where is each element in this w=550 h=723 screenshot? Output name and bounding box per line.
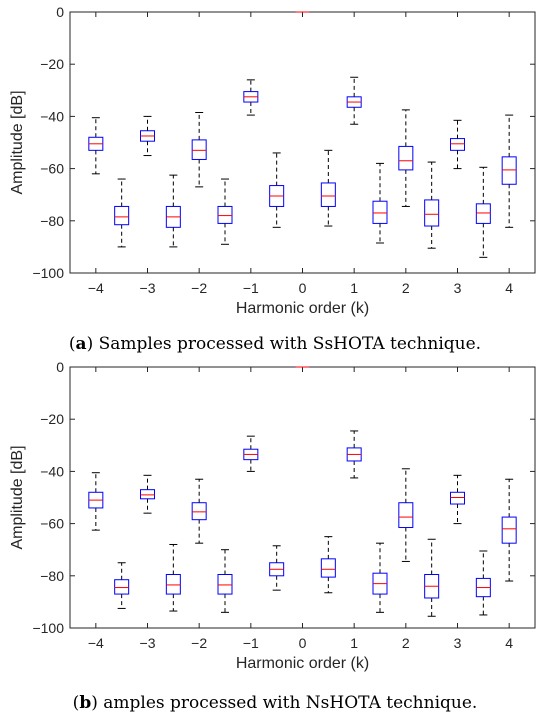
x-tick-label: 3 (454, 280, 462, 296)
box-body (372, 200, 388, 224)
box-k-neg1p5 (217, 549, 233, 613)
box-body (320, 558, 336, 578)
box-body (191, 502, 207, 521)
x-tick-label: −2 (191, 280, 207, 296)
box-k-neg1 (243, 79, 259, 116)
box-k-neg3 (140, 474, 155, 514)
box-k-neg3p5 (114, 562, 130, 609)
box-k-3 (450, 474, 465, 525)
plot-frame (69, 11, 536, 274)
box-k-neg2p5 (165, 543, 181, 612)
caption-a-letter: a (75, 334, 87, 354)
box-k-neg2 (191, 111, 207, 188)
x-tick-label: 2 (402, 635, 410, 651)
box-k-4 (501, 114, 517, 228)
caption-a: (a) Samples processed with SsHOTA techni… (68, 334, 482, 354)
box-body (217, 573, 233, 595)
y-axis-title: Amplitude [dB] (9, 90, 26, 194)
y-tick-label: 0 (56, 4, 64, 20)
box-k-neg1p5 (217, 178, 233, 245)
x-tick-label: 0 (299, 280, 307, 296)
boxplot-chart-a: 0 −20 −40 −60 −80 −100 −4 −3 −2 −1 0 1 2 3 4 Harmonic o… (9, 4, 536, 317)
x-tick-label: 2 (402, 280, 410, 296)
box-body (217, 205, 233, 224)
x-tick-label: −3 (140, 635, 156, 651)
x-tick-label: 3 (454, 635, 462, 651)
plot-frame (69, 366, 536, 629)
box-body (398, 502, 414, 529)
box-body (114, 205, 130, 226)
box-body (114, 579, 130, 595)
box-k-neg2p5 (165, 174, 181, 248)
x-axis-title: Harmonic order (k) (236, 655, 369, 672)
x-tick-label: −3 (140, 280, 156, 296)
caption-b: (b) amples processed with NsHOTA techniq… (72, 693, 478, 713)
y-tick-label: −60 (40, 516, 64, 532)
y-tick-label: −60 (40, 161, 64, 177)
box-k-3 (450, 119, 465, 170)
y-tick-label: 0 (56, 359, 64, 375)
box-k-neg2 (191, 478, 207, 544)
x-tick-label: 4 (505, 635, 513, 651)
box-body (398, 145, 414, 171)
box-body (475, 203, 491, 224)
y-tick-label: −40 (40, 108, 64, 124)
box-k-1p5 (372, 162, 388, 244)
box-body (320, 182, 336, 207)
box-body (191, 139, 207, 160)
box-body (140, 489, 155, 500)
x-tick-label: −1 (243, 635, 259, 651)
x-axis-title: Harmonic order (k) (236, 300, 369, 317)
box-k-0p5 (320, 149, 336, 227)
box-body (450, 491, 465, 505)
box-k-4 (501, 478, 517, 582)
y-tick-label: −80 (40, 213, 64, 229)
y-tick-label: −20 (40, 411, 64, 427)
box-k-2p5 (424, 538, 440, 617)
x-tick-label: −4 (88, 280, 104, 296)
y-tick-label: −40 (40, 463, 64, 479)
box-body (501, 516, 517, 544)
caption-a-text: Samples processed with SsHOTA technique. (93, 334, 482, 354)
box-k-3p5 (475, 550, 491, 616)
box-k-1p5 (372, 542, 388, 613)
box-k-neg4 (88, 117, 104, 175)
box-k-neg0p5 (269, 152, 285, 228)
boxplot-chart-b: 0 −20 −40 −60 −80 −100 −4 −3 −2 −1 0 1 2 3 4 Harmonic o… (9, 359, 536, 672)
x-tick-label: −2 (191, 635, 207, 651)
box-k-2p5 (424, 161, 440, 249)
box-body (450, 138, 465, 151)
box-k-neg0p5 (269, 545, 285, 591)
y-axis-title: Amplitude [dB] (9, 445, 26, 549)
box-body (165, 573, 181, 595)
box-k-3p5 (475, 166, 491, 258)
x-tick-label: −1 (243, 280, 259, 296)
caption-b-text: amples processed with NsHOTA technique. (97, 693, 478, 713)
box-k-0p5 (320, 536, 336, 594)
box-k-neg3 (140, 115, 155, 157)
box-k-1 (346, 430, 362, 479)
box-body (424, 199, 440, 227)
x-tick-label: 0 (299, 635, 307, 651)
box-k-2 (398, 468, 414, 562)
caption-b-letter: b (79, 693, 92, 713)
box-k-neg3p5 (114, 178, 130, 248)
box-k-neg1 (243, 435, 259, 472)
y-tick-label: −80 (40, 568, 64, 584)
y-tick-label: −20 (40, 56, 64, 72)
box-body (501, 156, 517, 185)
x-tick-label: −4 (88, 635, 104, 651)
x-tick-label: 1 (350, 280, 358, 296)
y-tick-label: −100 (32, 265, 64, 281)
y-tick-label: −100 (32, 620, 64, 636)
x-tick-label: 1 (350, 635, 358, 651)
box-k-2 (398, 109, 414, 207)
box-k-1 (346, 76, 362, 125)
x-tick-label: 4 (505, 280, 513, 296)
box-k-neg4 (88, 472, 104, 531)
